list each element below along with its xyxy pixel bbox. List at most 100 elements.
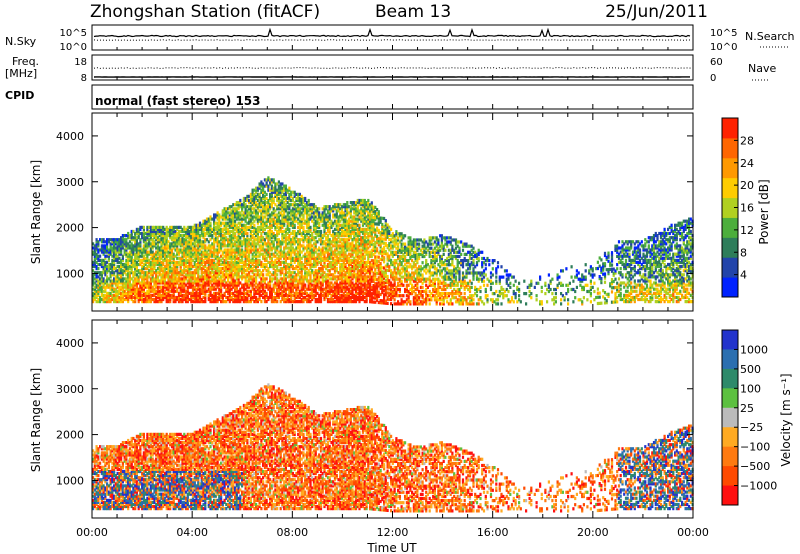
power-cell	[137, 227, 140, 231]
power-cell	[169, 279, 172, 283]
power-cell	[155, 285, 158, 289]
power-cell	[156, 231, 160, 236]
power-cell	[188, 236, 191, 240]
power-cell	[114, 240, 117, 244]
power-cell	[151, 244, 154, 248]
power-cell	[141, 258, 144, 262]
power-cell	[170, 244, 174, 248]
power-cell	[134, 273, 137, 277]
power-cell	[135, 254, 138, 258]
power-cell	[109, 291, 112, 295]
power-cell	[114, 279, 117, 283]
power-cell	[195, 289, 198, 293]
power-cell	[169, 295, 172, 300]
power-cell	[155, 225, 158, 229]
power-cell	[155, 246, 158, 250]
power-cell	[172, 287, 175, 291]
power-cell	[132, 295, 135, 300]
power-cell	[181, 283, 184, 287]
power-cell	[148, 250, 151, 254]
power-cell	[176, 231, 179, 236]
power-cell	[127, 283, 130, 287]
power-cell	[155, 279, 158, 283]
power-cell	[142, 297, 145, 302]
power-cell	[148, 289, 151, 293]
power-cell	[153, 277, 156, 281]
power-cell	[146, 227, 149, 231]
power-cell	[113, 277, 116, 281]
power-cell	[121, 287, 124, 291]
power-cell	[170, 267, 174, 271]
power-cell	[93, 289, 96, 293]
power-cell	[191, 242, 195, 246]
power-cell	[127, 258, 130, 262]
power-cell	[111, 246, 114, 250]
power-cell	[92, 291, 95, 295]
power-cell	[114, 258, 117, 262]
power-cell	[142, 250, 145, 254]
power-cell	[113, 297, 116, 302]
power-cell	[121, 289, 124, 293]
power-cell	[120, 287, 123, 291]
power-cell	[153, 225, 156, 229]
power-cell	[141, 295, 144, 300]
power-cell	[148, 271, 151, 275]
power-cell	[99, 287, 102, 291]
power-cell	[144, 293, 147, 297]
power-cell	[134, 283, 137, 287]
power-cell	[156, 242, 160, 246]
power-cell	[151, 269, 154, 273]
power-cell	[148, 283, 151, 287]
power-cell	[158, 273, 161, 277]
power-cell	[160, 227, 163, 231]
power-cell	[102, 264, 105, 269]
power-cell	[146, 289, 149, 293]
power-cell	[191, 248, 195, 252]
power-cell	[165, 234, 168, 238]
power-cell	[120, 279, 123, 283]
power-cell	[120, 262, 123, 267]
power-cell	[142, 227, 145, 231]
power-cell	[146, 300, 149, 304]
power-cell	[127, 256, 130, 260]
power-cell	[146, 254, 149, 258]
power-cell	[139, 258, 142, 262]
power-cell	[265, 192, 268, 196]
power-cell	[102, 289, 105, 293]
power-cell	[137, 289, 140, 293]
power-cell	[95, 293, 98, 297]
power-cell	[100, 275, 103, 279]
power-cell	[165, 231, 168, 236]
power-cell	[95, 267, 98, 271]
power-cell	[132, 229, 135, 234]
power-cell	[160, 264, 163, 269]
power-cell	[170, 277, 174, 281]
power-cell	[142, 234, 145, 238]
power-cell	[92, 297, 95, 302]
power-cell	[160, 254, 163, 258]
freq-unit-label: [MHz]	[5, 67, 37, 80]
power-cell	[100, 279, 103, 283]
power-cell	[100, 287, 103, 291]
power-cell	[183, 225, 186, 229]
power-cell	[162, 281, 165, 285]
power-cell	[158, 264, 161, 269]
power-cell	[167, 227, 170, 231]
power-cell	[125, 238, 128, 242]
power-cell	[123, 285, 126, 289]
power-cell	[130, 250, 133, 254]
power-cell	[106, 279, 109, 283]
power-cell	[183, 250, 186, 254]
power-cell	[156, 289, 160, 293]
power-cell	[148, 291, 151, 295]
power-cell	[128, 271, 131, 275]
power-cell	[139, 289, 142, 293]
power-cell	[167, 293, 170, 297]
power-cell	[288, 227, 291, 231]
power-cell	[156, 275, 160, 279]
power-cell	[183, 264, 186, 269]
power-cell	[151, 285, 154, 289]
power-cell	[184, 238, 188, 242]
power-cell	[158, 252, 161, 256]
power-cell	[113, 287, 116, 291]
